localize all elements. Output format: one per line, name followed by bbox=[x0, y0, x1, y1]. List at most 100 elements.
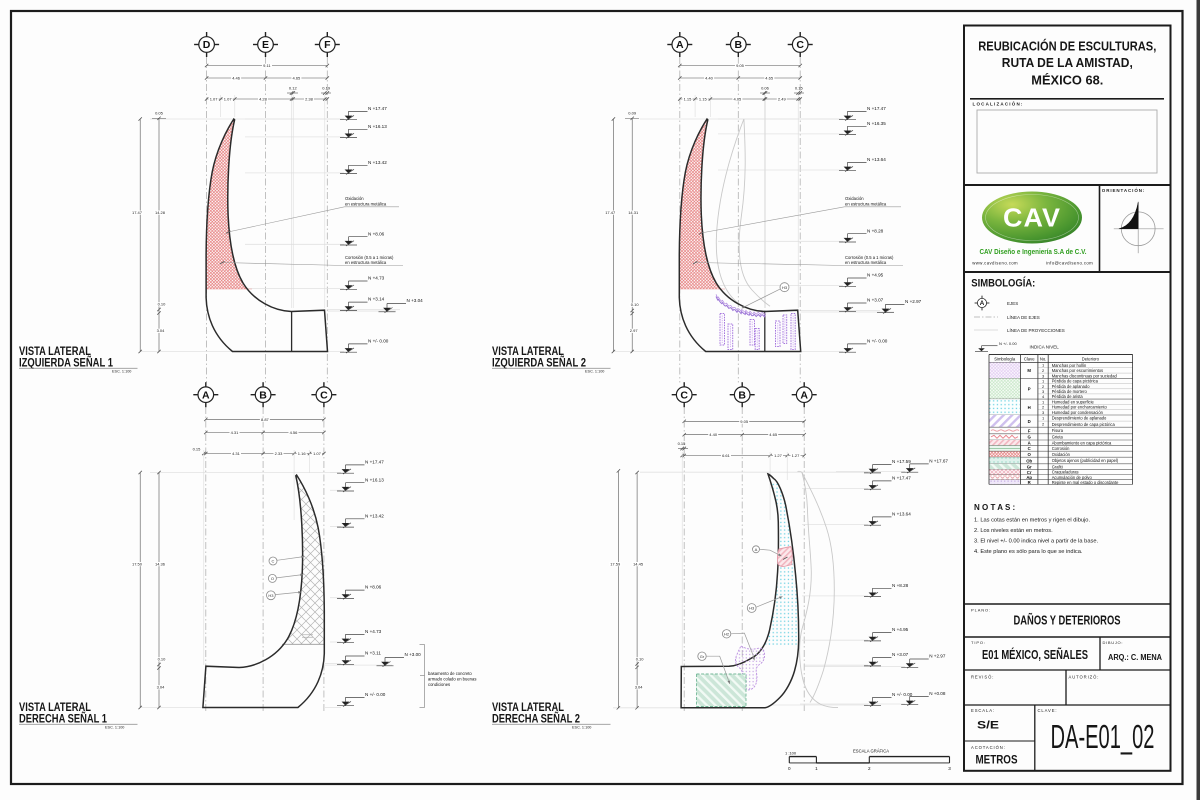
svg-text:Cr: Cr bbox=[1027, 470, 1032, 475]
svg-text:N +17.67: N +17.67 bbox=[929, 459, 948, 464]
svg-text:1: 1 bbox=[1042, 399, 1045, 404]
svg-text:N +8.28: N +8.28 bbox=[867, 228, 884, 233]
svg-text:Pérdida de mortero: Pérdida de mortero bbox=[1052, 389, 1088, 394]
svg-text:H3: H3 bbox=[268, 593, 274, 598]
svg-text:N +17.59: N +17.59 bbox=[892, 459, 911, 464]
svg-text:14.45: 14.45 bbox=[633, 561, 644, 566]
svg-text:en estructura metálica: en estructura metálica bbox=[845, 260, 887, 265]
svg-text:Gr: Gr bbox=[700, 654, 705, 659]
svg-text:3: 3 bbox=[1042, 389, 1045, 394]
svg-text:VISTA LATERAL: VISTA LATERAL bbox=[19, 346, 91, 358]
svg-text:2.33: 2.33 bbox=[275, 451, 284, 456]
svg-text:2.38: 2.38 bbox=[305, 97, 314, 102]
svg-text:A: A bbox=[980, 300, 985, 307]
svg-text:14.36: 14.36 bbox=[155, 561, 166, 566]
svg-text:ESC. 1:100: ESC. 1:100 bbox=[105, 726, 124, 730]
svg-text:C: C bbox=[320, 389, 328, 401]
svg-text:0.05: 0.05 bbox=[155, 111, 164, 116]
svg-text:Manchas por hollín: Manchas por hollín bbox=[1052, 363, 1087, 368]
svg-text:ORIENTACIÓN:: ORIENTACIÓN: bbox=[1102, 186, 1145, 193]
svg-text:Corrosión (0.5 a 1 micras): Corrosión (0.5 a 1 micras) bbox=[345, 255, 394, 260]
svg-text:0: 0 bbox=[788, 766, 791, 771]
svg-text:N +3.11: N +3.11 bbox=[365, 651, 381, 656]
svg-text:N +2.97: N +2.97 bbox=[905, 299, 922, 304]
svg-text:N +17.47: N +17.47 bbox=[867, 106, 886, 111]
svg-text:4: 4 bbox=[1042, 394, 1045, 399]
svg-text:Pérdida de capa pictórica: Pérdida de capa pictórica bbox=[1052, 379, 1099, 384]
svg-text:4.31: 4.31 bbox=[232, 451, 241, 456]
svg-text:Manchas discontinuas por sucie: Manchas discontinuas por suciedad bbox=[1052, 373, 1118, 378]
svg-text:Oxidación: Oxidación bbox=[845, 196, 864, 201]
svg-text:0.15: 0.15 bbox=[193, 447, 202, 452]
svg-text:Corrosión: Corrosión bbox=[1052, 446, 1070, 451]
svg-text:R: R bbox=[1028, 480, 1032, 485]
svg-text:LÍNEA DE EJES: LÍNEA DE EJES bbox=[1007, 314, 1040, 320]
svg-text:E01 MÉXICO, SEÑALES: E01 MÉXICO, SEÑALES bbox=[982, 647, 1088, 662]
svg-text:1: 1 bbox=[815, 766, 818, 771]
svg-text:0.06: 0.06 bbox=[761, 86, 770, 91]
svg-text:info@cavdiseno.com: info@cavdiseno.com bbox=[1046, 261, 1093, 266]
svg-text:C: C bbox=[272, 559, 275, 564]
svg-text:N +4.95: N +4.95 bbox=[892, 627, 909, 632]
svg-text:4.40: 4.40 bbox=[705, 76, 714, 81]
svg-text:N +13.42: N +13.42 bbox=[368, 160, 387, 165]
svg-text:Simbología: Simbología bbox=[994, 356, 1016, 361]
svg-text:INDICA NIVEL: INDICA NIVEL bbox=[1030, 344, 1060, 349]
svg-text:Ob: Ob bbox=[1026, 458, 1032, 463]
svg-text:DA-E01_02: DA-E01_02 bbox=[1051, 718, 1155, 755]
svg-text:en estructura metálica: en estructura metálica bbox=[345, 260, 387, 265]
svg-text:DIBUJO:: DIBUJO: bbox=[1103, 640, 1124, 645]
svg-text:3.04: 3.04 bbox=[157, 328, 166, 333]
svg-text:Fisura: Fisura bbox=[1052, 428, 1064, 433]
svg-text:17.59: 17.59 bbox=[610, 561, 621, 566]
svg-text:A: A bbox=[755, 547, 758, 552]
svg-text:METROS: METROS bbox=[976, 754, 1018, 766]
svg-text:1.07: 1.07 bbox=[210, 97, 219, 102]
svg-text:C: C bbox=[1028, 446, 1031, 451]
svg-text:EJES: EJES bbox=[1007, 301, 1018, 306]
svg-text:TIPO:: TIPO: bbox=[971, 640, 986, 645]
svg-text:3.04: 3.04 bbox=[157, 685, 166, 690]
svg-text:Abombamiento en capa pictórica: Abombamiento en capa pictórica bbox=[1052, 441, 1112, 446]
svg-text:N +16.35: N +16.35 bbox=[867, 121, 886, 126]
svg-text:H3: H3 bbox=[749, 606, 755, 611]
svg-text:0.12: 0.12 bbox=[289, 86, 298, 91]
svg-text:Oxidación: Oxidación bbox=[345, 196, 364, 201]
svg-text:2: 2 bbox=[1042, 384, 1045, 389]
svg-text:Clave: Clave bbox=[1024, 356, 1035, 361]
svg-text:ACOTACIÓN:: ACOTACIÓN: bbox=[971, 745, 1006, 750]
svg-text:CLAVE:: CLAVE: bbox=[1038, 708, 1058, 713]
svg-text:4.05: 4.05 bbox=[734, 97, 743, 102]
svg-text:LÍNEA DE PROYECCIONES: LÍNEA DE PROYECCIONES bbox=[1007, 327, 1065, 333]
svg-text:VISTA LATERAL: VISTA LATERAL bbox=[492, 702, 564, 714]
svg-text:ESC. 1:100: ESC. 1:100 bbox=[112, 370, 131, 374]
svg-text:Pérdida de arista: Pérdida de arista bbox=[1052, 394, 1084, 399]
svg-text:0.10: 0.10 bbox=[636, 657, 645, 662]
svg-text:B: B bbox=[734, 39, 742, 51]
svg-text:Humedad en superficie: Humedad en superficie bbox=[1052, 399, 1095, 404]
svg-text:N O T A S :: N O T A S : bbox=[974, 503, 1015, 512]
svg-text:E: E bbox=[262, 39, 269, 51]
svg-text:N +4.95: N +4.95 bbox=[867, 273, 884, 278]
svg-text:9.05: 9.05 bbox=[740, 419, 749, 424]
svg-text:Acumulación de polvo: Acumulación de polvo bbox=[1052, 475, 1093, 480]
svg-text:17.47: 17.47 bbox=[605, 210, 616, 215]
svg-text:D: D bbox=[203, 39, 211, 51]
svg-text:DERECHA SEÑAL 2: DERECHA SEÑAL 2 bbox=[492, 713, 580, 726]
svg-text:G: G bbox=[1028, 435, 1032, 440]
svg-text:Desprendimiento de capa pictór: Desprendimiento de capa pictórica bbox=[1052, 422, 1116, 427]
svg-text:Desprendimiento de aplanado: Desprendimiento de aplanado bbox=[1052, 416, 1107, 421]
svg-text:4.46: 4.46 bbox=[232, 76, 241, 81]
svg-text:Gr: Gr bbox=[1027, 464, 1032, 469]
svg-text:H: H bbox=[1028, 405, 1031, 410]
svg-text:N +/- 0.00: N +/- 0.00 bbox=[999, 341, 1017, 346]
svg-text:1: 1 bbox=[1042, 379, 1045, 384]
svg-text:A: A bbox=[676, 39, 684, 51]
svg-text:C: C bbox=[796, 39, 804, 51]
svg-text:Grafiti: Grafiti bbox=[1052, 464, 1063, 469]
svg-text:N +3.07: N +3.07 bbox=[892, 652, 909, 657]
svg-text:N +8.06: N +8.06 bbox=[368, 231, 385, 236]
svg-text:IZQUIERDA SEÑAL 2: IZQUIERDA SEÑAL 2 bbox=[492, 357, 586, 370]
svg-text:basamento de concreto: basamento de concreto bbox=[428, 671, 472, 676]
svg-text:N +3.00: N +3.00 bbox=[405, 652, 422, 657]
